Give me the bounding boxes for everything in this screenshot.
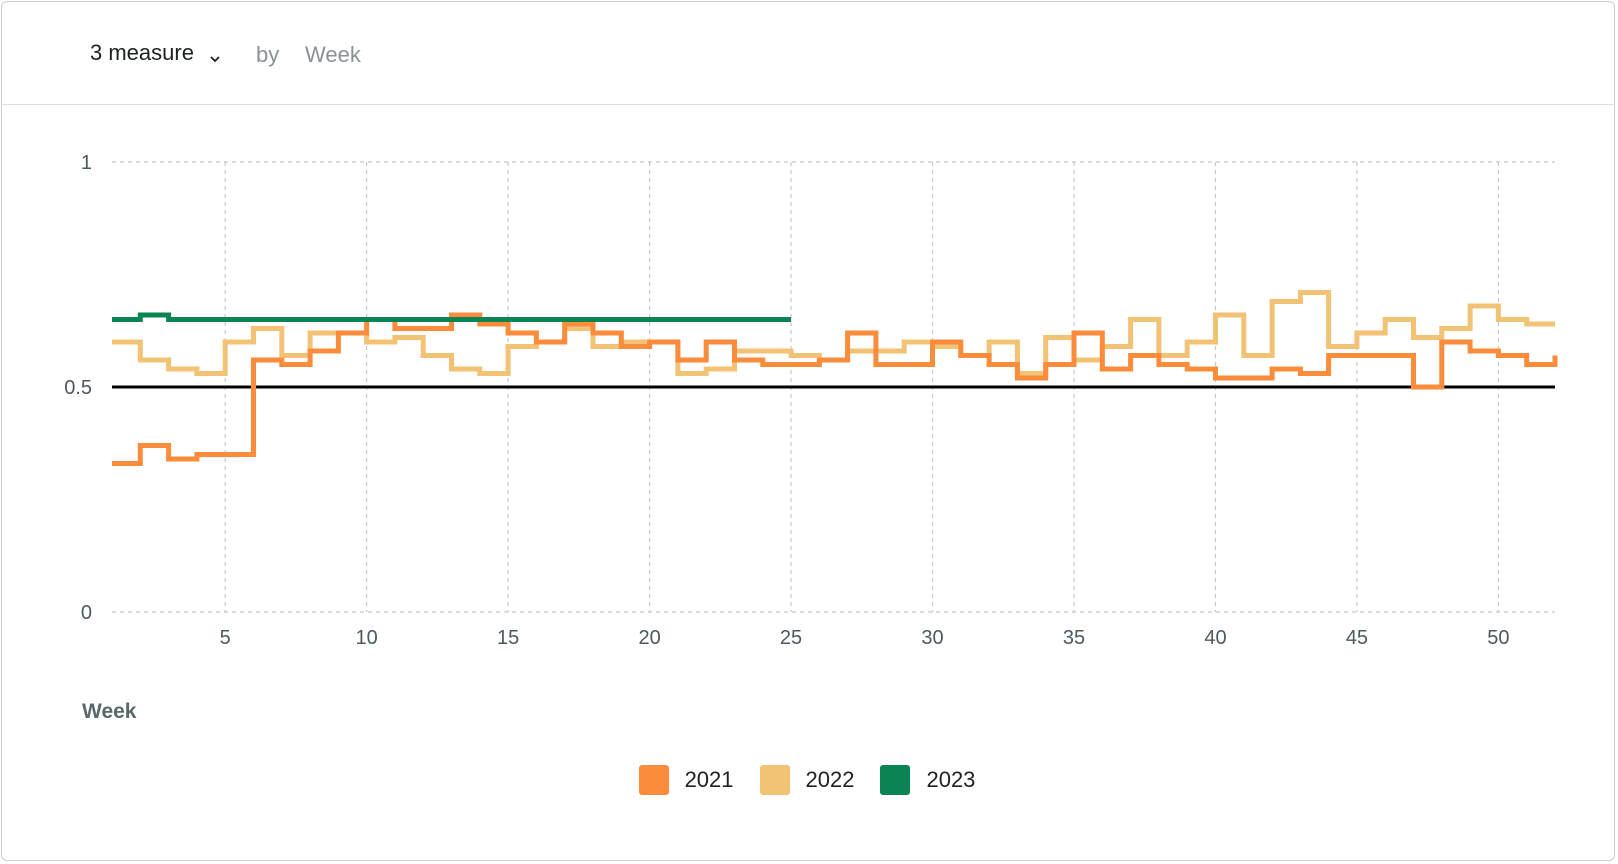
series-line-2023	[112, 312, 792, 322]
chart-header: 3 measure by Week	[2, 2, 1614, 105]
x-tick-label: 20	[638, 627, 660, 649]
x-tick-label: 50	[1487, 627, 1509, 649]
x-tick-label: 45	[1346, 627, 1368, 649]
x-tick-label: 40	[1204, 627, 1226, 649]
y-tick-label: 1	[81, 152, 92, 174]
legend-item-2021[interactable]: 2021	[638, 765, 734, 795]
measure-dropdown[interactable]: 3 measure	[90, 40, 222, 66]
chart-legend: 2021 2022 2023	[0, 765, 1614, 795]
dimension-selector[interactable]: Week	[305, 42, 361, 67]
legend-label: 2021	[684, 767, 734, 792]
x-tick-label: 10	[356, 627, 378, 649]
legend-swatch	[638, 765, 669, 795]
legend-label: 2023	[926, 767, 976, 792]
x-tick-label: 35	[1063, 627, 1085, 649]
y-tick-label: 0	[81, 602, 92, 624]
x-tick-label: 5	[220, 627, 231, 649]
y-tick-label: 0.5	[64, 377, 92, 399]
legend-item-2022[interactable]: 2022	[759, 765, 855, 795]
x-axis-label: Week	[82, 700, 137, 723]
by-label: by	[256, 42, 280, 67]
x-tick-label: 15	[497, 627, 519, 649]
legend-item-2023[interactable]: 2023	[880, 765, 975, 795]
legend-swatch	[759, 765, 790, 795]
series-line-2021	[112, 312, 1558, 466]
line-chart: 00.515 10 15 20 25 30 35 40 45 50	[64, 152, 1558, 649]
x-tick-label: 25	[780, 627, 802, 649]
legend-label: 2022	[805, 767, 855, 792]
chevron-down-icon	[208, 46, 222, 63]
x-tick-label: 30	[921, 627, 943, 649]
legend-swatch	[880, 765, 911, 795]
measure-label: 3 measure	[90, 40, 194, 65]
